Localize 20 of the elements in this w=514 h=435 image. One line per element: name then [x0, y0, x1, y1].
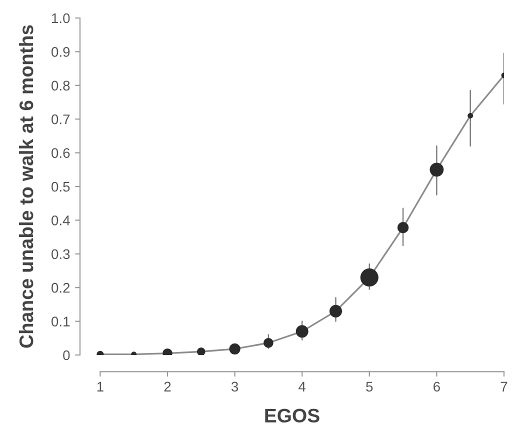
y-tick-label: 0.8 — [52, 80, 70, 91]
y-tick-label: 1.0 — [52, 13, 70, 24]
x-tick-label: 5 — [366, 382, 373, 392]
x-axis-title: EGOS — [265, 408, 320, 423]
x-tick-label: 6 — [434, 382, 440, 392]
y-tick-label: 0.9 — [52, 47, 70, 57]
y-tick-label: 0.3 — [52, 249, 70, 260]
x-tick-label: 2 — [164, 382, 171, 392]
y-tick-label: 0.4 — [52, 216, 70, 226]
x-tick-label: 4 — [298, 382, 306, 392]
y-tick-label: 0.6 — [52, 148, 70, 158]
y-tick-label: 0.7 — [52, 114, 70, 124]
x-tick-label: 1 — [97, 382, 104, 392]
y-tick-label: 0.2 — [52, 282, 70, 293]
y-tick-label: 0 — [63, 350, 70, 360]
y-axis-title: Chance unable to walk at 6 months — [18, 25, 34, 348]
x-tick-label: 3 — [231, 382, 238, 392]
y-tick-label: 0.5 — [52, 182, 70, 192]
y-tick-label: 0.1 — [52, 316, 70, 326]
x-tick-label: 7 — [500, 382, 508, 392]
